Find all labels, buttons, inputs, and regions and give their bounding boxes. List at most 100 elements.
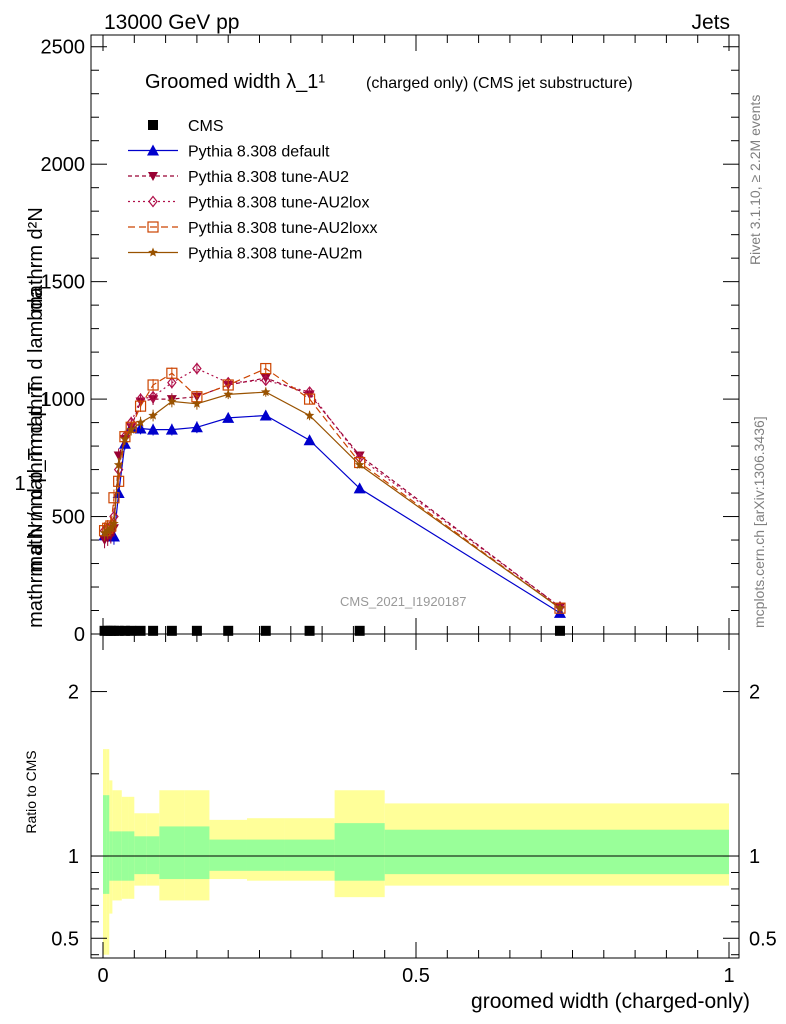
- series-point: [222, 411, 235, 423]
- x-tick-label: 1: [723, 965, 734, 987]
- ratio-inner-band-bin: [246, 839, 285, 871]
- series-point: [304, 410, 315, 420]
- ratio-inner-band-bin: [209, 839, 247, 871]
- cms-data-point: [148, 625, 159, 636]
- cms-data-point: [126, 625, 137, 636]
- series-point: [165, 423, 178, 435]
- cms-data-point: [260, 625, 271, 636]
- legend-marker: [147, 144, 159, 156]
- legend-label: CMS: [188, 118, 224, 135]
- series-point: [147, 423, 160, 435]
- side-version-label: Rivet 3.1.10, ≥ 2.2M events: [747, 95, 763, 265]
- main-panel: 0 500 1000 1500 2000 2500: [41, 34, 740, 646]
- series-point: [354, 459, 365, 469]
- ratio-inner-band-bin: [134, 836, 147, 875]
- y-tick-label: 1000: [41, 389, 86, 411]
- category-label: Jets: [691, 11, 730, 34]
- chart-title-sub: (charged only) (CMS jet substructure): [366, 75, 633, 92]
- ratio-tick-label: 2: [68, 682, 79, 704]
- ratio-tick-label: 1: [68, 846, 79, 868]
- series-point: [192, 398, 202, 408]
- chart-title-main: Groomed width λ_1¹: [145, 71, 325, 93]
- legend-label: Pythia 8.308 tune-AU2m: [188, 246, 362, 263]
- side-site-label: mcplots.cern.ch [arXiv:1306.3436]: [751, 416, 767, 628]
- series-point: [303, 434, 316, 446]
- y-tick-label: 0: [74, 624, 85, 646]
- series-point: [555, 601, 565, 613]
- ratio-panel: 0 0.5 1 0.5 0.5 1 1 2 2: [51, 633, 777, 987]
- cms-data-point: [166, 625, 177, 636]
- ratio-inner-band-bin: [334, 823, 385, 881]
- ratio-inner-band-bin: [284, 839, 335, 871]
- legend-marker: [148, 120, 158, 130]
- series-point: [147, 379, 159, 391]
- ylabel-top-right: mathrm d p_T mathrm d lambda: [25, 286, 47, 572]
- series-point: [102, 525, 113, 535]
- cms-data-point: [354, 625, 365, 636]
- series-line: [104, 367, 561, 609]
- series-point: [109, 518, 119, 528]
- ratio-inner-band-bin: [103, 795, 107, 894]
- series-line: [104, 414, 561, 614]
- series-line: [104, 391, 561, 609]
- series-point: [353, 482, 366, 494]
- analysis-id-label: CMS_2021_I1920187: [340, 594, 467, 609]
- x-tick-label: 0: [97, 965, 108, 987]
- ratio-ylabel: Ratio to CMS: [23, 750, 39, 833]
- series-point: [166, 367, 178, 379]
- series-point: [167, 396, 177, 406]
- series-point: [554, 602, 566, 614]
- series-point: [192, 362, 202, 375]
- series-point: [223, 389, 233, 399]
- ylabel-prefix: 1: [14, 473, 25, 495]
- legend: CMS Pythia 8.308 default Pythia 8.308 tune…: [128, 118, 377, 263]
- ratio-frame: [90, 633, 740, 959]
- legend-marker: [148, 172, 158, 181]
- series-point: [148, 390, 158, 403]
- series-point: [120, 434, 130, 444]
- series-point: [303, 393, 316, 405]
- legend-marker: [148, 195, 158, 208]
- cms-data-point: [135, 625, 146, 636]
- series-point: [135, 417, 146, 427]
- x-axis-label: groomed width (charged-only): [471, 990, 750, 1013]
- ylabel-fraction: mathrm d N / mathrm d p_T: [25, 382, 47, 628]
- ylabel-top: mathrm d²N: [25, 207, 47, 313]
- series-point: [261, 387, 271, 397]
- series-point: [113, 459, 124, 469]
- legend-label: Pythia 8.308 tune-AU2: [188, 169, 349, 186]
- series-point: [260, 374, 271, 387]
- ratio-inner-band-bin: [159, 826, 185, 880]
- cms-data-point: [554, 625, 565, 636]
- ratio-inner-band-bin: [146, 836, 160, 875]
- ratio-tick-label-right: 1: [749, 846, 760, 868]
- series-line: [104, 377, 561, 608]
- legend-marker: [148, 247, 158, 257]
- series-line: [104, 367, 561, 608]
- legend-marker: [147, 221, 159, 233]
- series-point: [113, 475, 125, 487]
- ratio-tick-label: 0.5: [51, 928, 79, 950]
- y-tick-label: 500: [52, 507, 85, 529]
- series-point: [190, 421, 203, 433]
- series-point: [108, 492, 120, 504]
- ratio-inner-band-bin: [106, 795, 110, 894]
- y-tick-label: 2500: [41, 37, 86, 59]
- series-point: [106, 523, 116, 533]
- ratio-tick-label-right: 0.5: [749, 928, 777, 950]
- series-point: [99, 528, 110, 537]
- series-point: [260, 362, 272, 375]
- x-tick-label: 0.5: [402, 965, 430, 987]
- series-point: [259, 409, 272, 421]
- series-point: [555, 603, 565, 613]
- series-point: [167, 376, 177, 389]
- ratio-inner-band-bin: [384, 829, 729, 875]
- beam-label: 13000 GeV pp: [104, 11, 239, 34]
- ratio-tick-label-right: 2: [749, 682, 760, 704]
- cms-data-point: [113, 625, 124, 636]
- series-point: [126, 424, 136, 434]
- cms-data-point: [304, 625, 315, 636]
- legend-label: Pythia 8.308 tune-AU2lox: [188, 195, 369, 212]
- series-point: [134, 400, 147, 412]
